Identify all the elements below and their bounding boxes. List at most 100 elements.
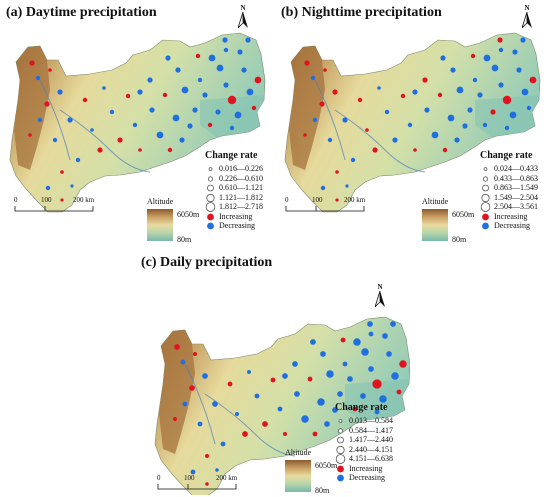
station-marker bbox=[229, 125, 235, 131]
legend-symbol bbox=[337, 465, 344, 472]
station-marker bbox=[319, 101, 325, 107]
legend-symbol bbox=[336, 445, 345, 454]
station-marker bbox=[220, 441, 226, 447]
scale-bar: 0 100 200 km bbox=[285, 196, 375, 212]
station-marker bbox=[360, 393, 366, 399]
panel-daytime: (a) Daytime precipitation N 0 100 200 km… bbox=[0, 0, 275, 245]
station-marker bbox=[205, 482, 209, 486]
station-marker bbox=[440, 55, 446, 61]
station-marker bbox=[504, 125, 510, 131]
legend-label: 0.610—1.121 bbox=[219, 183, 263, 192]
panel-title: (b) Nighttime precipitation bbox=[281, 5, 442, 20]
station-marker bbox=[386, 351, 392, 357]
station-marker bbox=[245, 37, 251, 43]
legend-title: Change rate bbox=[205, 150, 258, 161]
station-marker bbox=[48, 68, 52, 72]
station-marker bbox=[216, 64, 224, 72]
station-marker bbox=[187, 123, 193, 129]
north-label: N bbox=[377, 283, 383, 291]
legend-symbol bbox=[482, 184, 489, 192]
station-marker bbox=[197, 77, 203, 83]
station-marker bbox=[477, 92, 483, 98]
station-marker bbox=[424, 107, 430, 113]
station-marker bbox=[189, 385, 195, 391]
station-marker bbox=[246, 88, 254, 96]
river bbox=[39, 79, 151, 173]
altitude-low: 80m bbox=[315, 486, 330, 495]
station-marker bbox=[57, 89, 63, 95]
station-marker bbox=[202, 92, 208, 98]
station-marker bbox=[292, 361, 298, 367]
legend-symbol bbox=[482, 222, 489, 230]
station-marker bbox=[509, 111, 517, 119]
altitude-low: 80m bbox=[177, 235, 192, 244]
station-marker bbox=[396, 389, 402, 395]
station-marker bbox=[173, 417, 177, 421]
station-marker bbox=[367, 321, 373, 327]
station-marker bbox=[502, 95, 512, 105]
station-marker bbox=[379, 395, 387, 403]
legend-label: Increasing bbox=[219, 211, 253, 221]
legend-symbol bbox=[205, 202, 216, 212]
station-marker bbox=[70, 184, 74, 188]
station-marker bbox=[109, 109, 115, 115]
legend-label: 1.417—2.440 bbox=[349, 435, 393, 444]
river bbox=[184, 363, 296, 457]
station-marker bbox=[190, 469, 196, 475]
legend-symbol bbox=[206, 193, 215, 202]
north-arrow-icon bbox=[522, 12, 532, 28]
legend-class-2: 0.584—1.417 bbox=[335, 426, 407, 436]
scale-label-200: 200 km bbox=[216, 474, 238, 482]
station-marker bbox=[28, 133, 32, 137]
altitude-legend: Altitude 6050m 80m bbox=[285, 448, 365, 496]
station-marker bbox=[227, 95, 237, 105]
station-marker bbox=[400, 93, 406, 99]
legend-class-5: 2.504—3.561 bbox=[480, 202, 550, 212]
legend-symbol bbox=[208, 167, 213, 171]
station-marker bbox=[192, 107, 198, 113]
station-marker bbox=[390, 321, 396, 327]
station-marker bbox=[391, 372, 399, 380]
station-marker bbox=[357, 97, 363, 103]
station-marker bbox=[365, 128, 369, 132]
legend-class-4: 1.549—2.504 bbox=[480, 193, 550, 203]
station-marker bbox=[182, 401, 188, 407]
station-marker bbox=[283, 432, 287, 436]
legend-label: 2.440—4.151 bbox=[349, 444, 393, 454]
station-marker bbox=[227, 381, 233, 387]
scale-label-200: 200 km bbox=[73, 196, 95, 204]
legend-label: 1.121—1.812 bbox=[219, 192, 263, 202]
scale-label-100: 100 bbox=[41, 196, 52, 204]
station-marker bbox=[450, 67, 456, 73]
station-marker bbox=[442, 147, 448, 153]
legend-title: Change rate bbox=[480, 150, 533, 161]
panel-title: (c) Daily precipitation bbox=[141, 255, 273, 270]
legend-label: 1.549—2.504 bbox=[494, 192, 538, 202]
station-marker bbox=[498, 82, 504, 88]
station-marker bbox=[498, 47, 504, 53]
station-marker bbox=[392, 137, 398, 143]
station-marker bbox=[317, 398, 325, 406]
map-daily bbox=[154, 316, 410, 495]
station-marker bbox=[342, 361, 348, 367]
station-marker bbox=[294, 391, 300, 397]
station-marker bbox=[377, 86, 381, 90]
station-marker bbox=[75, 157, 81, 163]
station-marker bbox=[454, 137, 460, 143]
station-marker bbox=[413, 148, 417, 152]
altitude-title: Altitude bbox=[422, 197, 449, 206]
station-marker bbox=[326, 370, 334, 378]
station-marker bbox=[67, 117, 73, 123]
scale-label-100: 100 bbox=[312, 196, 323, 204]
station-marker bbox=[431, 131, 439, 139]
station-marker bbox=[251, 105, 257, 111]
legend-symbol bbox=[337, 474, 344, 482]
station-marker bbox=[374, 409, 380, 415]
station-marker bbox=[60, 170, 64, 174]
station-marker bbox=[310, 75, 316, 81]
legend-increasing: Increasing bbox=[480, 212, 550, 222]
altitude-title: Altitude bbox=[147, 197, 174, 206]
station-marker bbox=[45, 185, 51, 191]
station-marker bbox=[361, 348, 369, 356]
legend-class-1: 0.024—0.433 bbox=[480, 164, 550, 174]
